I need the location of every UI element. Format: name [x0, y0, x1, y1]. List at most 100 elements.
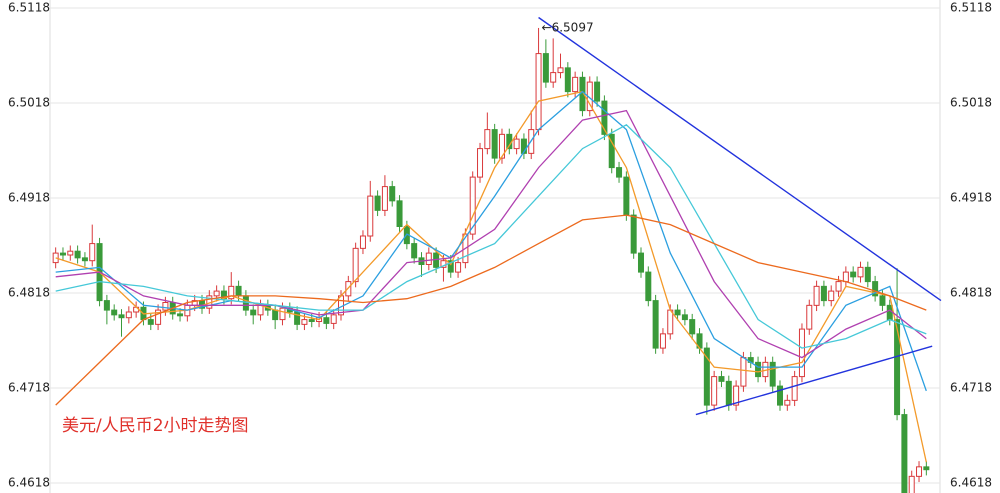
candle-body	[74, 250, 81, 259]
candle-body	[498, 133, 505, 159]
candle-body	[806, 304, 813, 330]
candle-body	[718, 376, 725, 382]
candle-body	[542, 53, 549, 83]
candle-body	[301, 319, 308, 325]
candle-body	[352, 247, 359, 283]
candle-body	[323, 317, 330, 324]
candle-body	[564, 67, 571, 93]
candle-body	[667, 309, 674, 335]
candle-body	[389, 186, 396, 202]
candle-body	[367, 195, 374, 237]
moving-average-line	[55, 214, 927, 406]
candle-body	[125, 311, 132, 319]
chart-title: 美元/人民币2小时走势图	[62, 416, 249, 436]
candle-body	[425, 252, 432, 266]
y-tick-label: 6.4918	[8, 191, 50, 205]
candle-body	[572, 76, 579, 93]
candle-body	[557, 67, 564, 74]
candle-body	[177, 313, 184, 317]
candle-body	[484, 129, 491, 150]
candle-body	[279, 307, 286, 321]
candle-body	[81, 257, 88, 262]
moving-average-line	[55, 90, 927, 392]
candle-body	[550, 72, 557, 83]
candle-body	[850, 271, 857, 278]
candle-body	[103, 300, 110, 311]
candle-body	[813, 285, 820, 306]
candle-body	[769, 361, 776, 387]
candle-body	[359, 235, 366, 249]
candle-body	[308, 319, 315, 323]
candle-body	[777, 385, 784, 406]
annotation: ←6.5097	[542, 20, 594, 34]
candle-body	[725, 380, 732, 406]
candle-body	[155, 309, 162, 325]
y-tick-label: 6.4618	[8, 476, 50, 490]
candle-body	[330, 314, 337, 324]
trend-line	[538, 16, 942, 302]
candle-body	[535, 53, 542, 131]
candle-body	[374, 195, 381, 211]
candle-body	[864, 266, 871, 283]
candle-body	[594, 81, 601, 102]
candle-body	[733, 385, 740, 406]
candle-body	[630, 214, 637, 254]
moving-average-line	[55, 124, 927, 349]
candle-body	[59, 252, 66, 256]
candle-body	[616, 167, 623, 178]
candle-body	[645, 271, 652, 302]
candle-body	[857, 266, 864, 278]
candle-body	[147, 319, 154, 325]
candle-body	[894, 319, 901, 416]
y-tick-label: 6.4718	[8, 381, 50, 395]
candle-body	[601, 100, 608, 135]
candle-body	[235, 285, 242, 297]
candle-body	[659, 333, 666, 349]
candle-body	[820, 285, 827, 302]
y-tick-label-right: 6.4818	[950, 286, 992, 300]
candle-body	[272, 309, 279, 321]
candle-body	[755, 361, 762, 378]
candle-body	[835, 281, 842, 292]
moving-average-line	[55, 109, 927, 359]
candle-body	[162, 302, 169, 311]
candle-body	[923, 466, 930, 471]
candle-body	[513, 138, 520, 150]
candle-body	[740, 357, 747, 387]
candle-body	[637, 252, 644, 273]
candle-body	[111, 309, 118, 316]
y-tick-label-right: 6.4718	[950, 381, 992, 395]
candle-body	[798, 328, 805, 378]
candle-body	[623, 176, 630, 216]
candle-body	[908, 475, 915, 493]
candle-body	[520, 138, 527, 154]
candle-body	[689, 319, 696, 335]
candle-body	[886, 304, 893, 321]
candle-body	[681, 314, 688, 321]
y-tick-label: 6.4818	[8, 286, 50, 300]
candle-body	[879, 295, 886, 306]
candle-body	[608, 133, 615, 169]
candle-body	[469, 176, 476, 235]
candle-body	[711, 376, 718, 406]
candle-body	[250, 309, 257, 316]
y-tick-label-right: 6.4918	[950, 191, 992, 205]
candle-body	[916, 466, 923, 477]
candle-body	[477, 148, 484, 178]
candle-body	[118, 314, 125, 319]
candle-body	[396, 200, 403, 228]
candle-body	[652, 300, 659, 349]
candle-body	[381, 186, 388, 211]
candle-body	[901, 414, 908, 493]
candle-body	[828, 290, 835, 302]
candle-body	[52, 252, 59, 264]
candle-body	[213, 290, 220, 297]
candle-body	[447, 260, 454, 273]
candle-body	[784, 399, 791, 406]
candle-body	[455, 262, 462, 273]
candle-body	[411, 243, 418, 259]
trend-line	[695, 345, 933, 416]
candle-body	[842, 271, 849, 283]
